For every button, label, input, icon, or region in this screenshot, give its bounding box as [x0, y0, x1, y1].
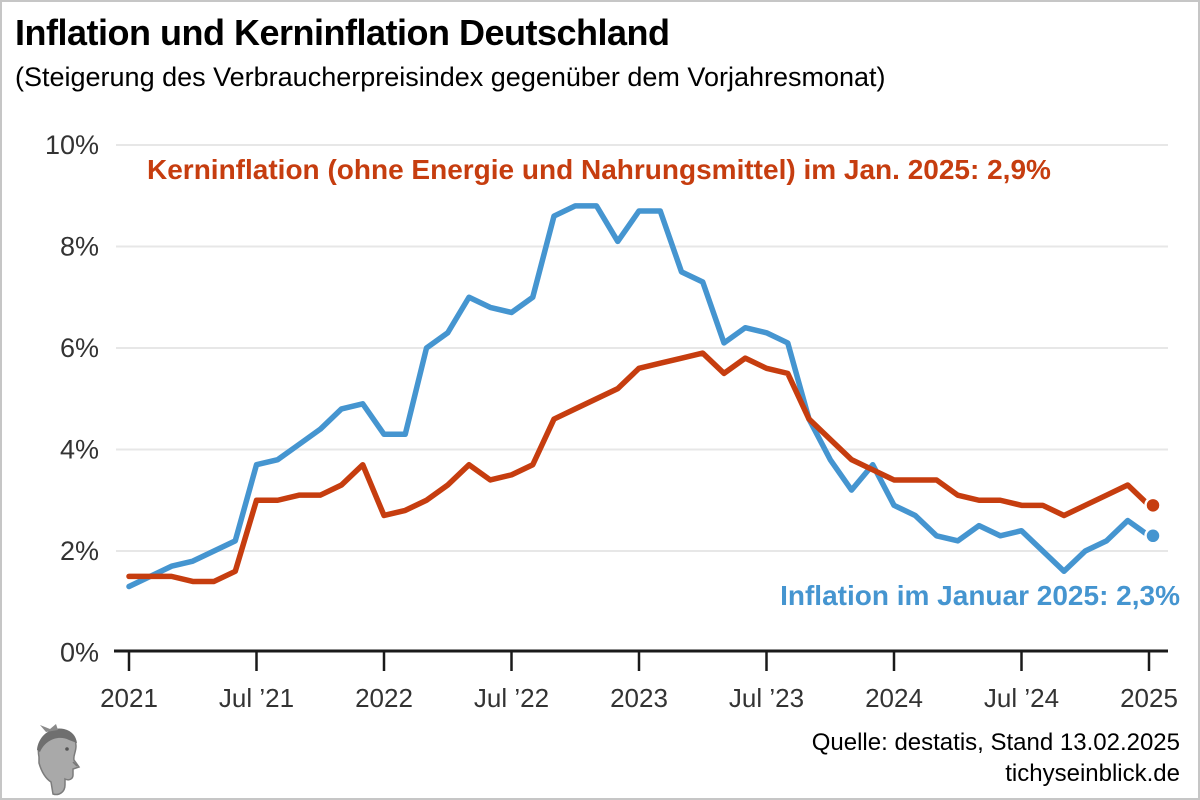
- x-tick-label: 2025: [1120, 683, 1178, 713]
- series-line-inflation: [126, 203, 1152, 590]
- inflation-annotation: Inflation im Januar 2025: 2,3%: [780, 580, 1180, 611]
- hermes-head-logo: [37, 724, 81, 796]
- series-line-kerninflation: [126, 350, 1152, 585]
- source-line: Quelle: destatis, Stand 13.02.2025: [811, 729, 1180, 756]
- page-title: Inflation und Kerninflation Deutschland: [15, 12, 670, 53]
- y-tick-label: 10%: [45, 130, 99, 160]
- y-tick-label: 6%: [60, 333, 99, 363]
- x-tick-label: 2023: [610, 683, 668, 713]
- x-tick-label: Jul ’21: [219, 683, 294, 713]
- x-tick-label: 2022: [355, 683, 413, 713]
- y-tick-label: 8%: [60, 232, 99, 262]
- y-tick-label: 2%: [60, 536, 99, 566]
- x-tick-label: Jul ’22: [474, 683, 549, 713]
- end-marker-inflation: [1144, 527, 1162, 545]
- x-tick-label: Jul ’23: [729, 683, 804, 713]
- y-tick-label: 4%: [60, 435, 99, 465]
- end-marker-kerninflation: [1144, 496, 1162, 515]
- x-tick-label: 2024: [865, 683, 923, 713]
- x-tick-label: 2021: [100, 683, 158, 713]
- y-tick-label: 0%: [60, 638, 99, 668]
- page-subtitle: (Steigerung des Verbraucherpreisindex ge…: [15, 62, 886, 92]
- source-note: Quelle: destatis, Stand 13.02.2025 tichy…: [812, 727, 1180, 789]
- core-inflation-annotation: Kerninflation (ohne Energie und Nahrungs…: [147, 154, 1051, 185]
- website-line: tichyseinblick.de: [1005, 760, 1180, 787]
- x-tick-label: Jul ’24: [984, 683, 1059, 713]
